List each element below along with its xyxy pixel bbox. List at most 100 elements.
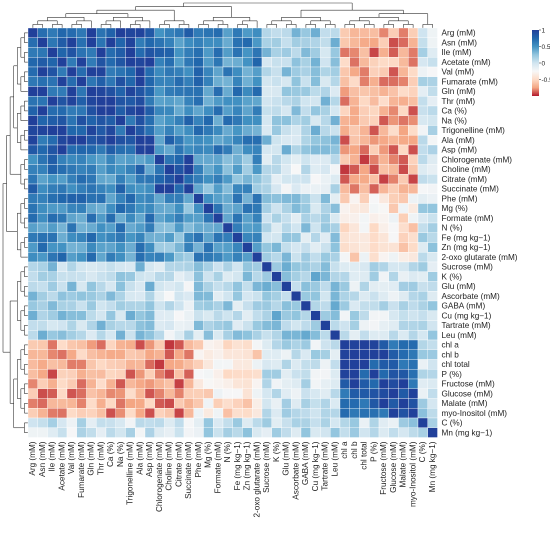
column-label: Mn (mg kg−1) <box>428 441 437 492</box>
heatmap-cell <box>242 86 253 97</box>
heatmap-cell <box>125 242 136 253</box>
heatmap-cell <box>291 398 302 409</box>
row-label: Ascorbate (mM) <box>442 292 501 301</box>
heatmap-cell <box>261 398 272 409</box>
heatmap-cell <box>378 378 389 389</box>
heatmap-cell <box>105 164 116 175</box>
heatmap-cell <box>66 66 77 77</box>
heatmap-cell <box>76 261 87 272</box>
heatmap-cell <box>388 222 399 233</box>
heatmap-cell <box>232 378 243 389</box>
heatmap-cell <box>193 281 204 292</box>
heatmap-cell <box>271 291 282 302</box>
heatmap-cell <box>388 330 399 341</box>
heatmap-cell <box>203 281 214 292</box>
heatmap-cell <box>203 252 214 263</box>
heatmap-cell <box>27 252 38 263</box>
heatmap-cell <box>349 213 360 224</box>
heatmap-cell <box>427 37 438 48</box>
heatmap-cell <box>232 252 243 263</box>
heatmap-cell <box>369 369 380 380</box>
heatmap-cell <box>359 37 370 48</box>
heatmap-cell <box>154 37 165 48</box>
heatmap-cell <box>349 183 360 194</box>
heatmap-cell <box>66 242 77 253</box>
heatmap-cell <box>144 222 155 233</box>
heatmap-cell <box>57 135 68 146</box>
heatmap-cell <box>154 27 165 38</box>
heatmap-cell <box>76 291 87 302</box>
heatmap-cell <box>378 86 389 97</box>
heatmap-cell <box>96 115 107 126</box>
heatmap-cell <box>369 144 380 155</box>
heatmap-cell <box>320 105 331 116</box>
heatmap-cell <box>281 369 292 380</box>
heatmap-cell <box>408 193 419 204</box>
heatmap-cell <box>417 261 428 272</box>
heatmap-cell <box>47 359 58 370</box>
column-label: Citrate (mM) <box>174 441 183 487</box>
heatmap-cell <box>164 105 175 116</box>
heatmap-cell <box>281 135 292 146</box>
heatmap-cell <box>105 193 116 204</box>
heatmap-cell <box>408 57 419 68</box>
heatmap-cell <box>271 252 282 263</box>
heatmap-cell <box>261 47 272 58</box>
heatmap-cell <box>154 320 165 331</box>
heatmap-cell <box>349 339 360 350</box>
heatmap-cell <box>105 174 116 185</box>
heatmap-cell <box>252 408 263 419</box>
heatmap-cell <box>359 47 370 58</box>
row-label: Thr (mM) <box>442 97 476 106</box>
heatmap-cell <box>349 261 360 272</box>
heatmap-cell <box>27 417 38 428</box>
heatmap-cell <box>183 66 194 77</box>
heatmap-cell <box>300 408 311 419</box>
heatmap-cell <box>330 47 341 58</box>
heatmap-cell <box>320 388 331 399</box>
heatmap-cell <box>66 37 77 48</box>
heatmap-cell <box>144 427 155 438</box>
heatmap-cell <box>27 281 38 292</box>
heatmap-cell <box>349 222 360 233</box>
heatmap-cell <box>378 37 389 48</box>
heatmap-cell <box>310 174 321 185</box>
heatmap-cell <box>135 76 146 87</box>
heatmap-cell <box>339 330 350 341</box>
heatmap-cell <box>164 193 175 204</box>
column-label: Chlorogenate (mM) <box>155 441 164 512</box>
heatmap-cell <box>96 398 107 409</box>
heatmap-cell <box>232 320 243 331</box>
heatmap-cell <box>115 388 126 399</box>
heatmap-cell <box>47 232 58 243</box>
heatmap-cell <box>232 47 243 58</box>
heatmap-cell <box>417 57 428 68</box>
heatmap-cell <box>310 96 321 107</box>
heatmap-cell <box>291 261 302 272</box>
heatmap-cell <box>408 349 419 360</box>
heatmap-cell <box>359 164 370 175</box>
heatmap-cell <box>388 271 399 282</box>
heatmap-cell <box>164 261 175 272</box>
heatmap-cell <box>339 261 350 272</box>
heatmap-cell <box>86 242 97 253</box>
heatmap-cell <box>193 203 204 214</box>
heatmap-cell <box>174 349 185 360</box>
heatmap-cell <box>193 261 204 272</box>
heatmap-cell <box>232 115 243 126</box>
heatmap-cell <box>232 427 243 438</box>
heatmap-cell <box>37 37 48 48</box>
heatmap-cell <box>310 310 321 321</box>
heatmap-cell <box>57 291 68 302</box>
heatmap-cell <box>369 135 380 146</box>
heatmap-cell <box>115 125 126 136</box>
heatmap-cell <box>408 359 419 370</box>
heatmap-cell <box>164 183 175 194</box>
heatmap-cell <box>135 222 146 233</box>
heatmap-cell <box>252 76 263 87</box>
column-label: Choline (mM) <box>165 441 174 490</box>
heatmap-cell <box>369 193 380 204</box>
heatmap-cell <box>310 86 321 97</box>
heatmap-cell <box>105 66 116 77</box>
heatmap-cell <box>330 174 341 185</box>
